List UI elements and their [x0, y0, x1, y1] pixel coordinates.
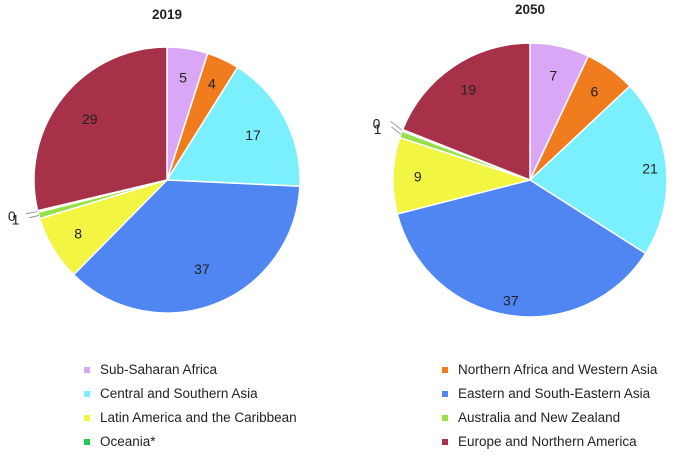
data-label: 37 [503, 292, 519, 308]
chart-title: 2050 [515, 2, 545, 17]
data-label: 29 [82, 111, 98, 127]
legend-label: Northern Africa and Western Asia [458, 362, 658, 377]
pie-slice [165, 66, 301, 188]
leader-line [390, 121, 403, 131]
legend-right-column: Northern Africa and Western Asia Eastern… [442, 358, 657, 454]
data-label: 21 [642, 161, 658, 177]
pie-slice [401, 42, 531, 182]
legend-swatch [442, 415, 448, 421]
legend-swatch [84, 367, 90, 373]
leader-line [25, 211, 38, 215]
pie-chart-2019: 2019 5 4 17 37 8 10 29 [8, 7, 301, 314]
pie-slice [528, 85, 668, 255]
data-label: 17 [245, 127, 261, 143]
legend-label: Australia and New Zealand [458, 410, 621, 425]
legend-swatch [442, 367, 448, 373]
pie-slice [72, 179, 301, 314]
legend-swatch [442, 439, 448, 445]
data-label: 0 [373, 115, 381, 131]
legend-item-oceania: Oceania* [84, 430, 297, 454]
legend-label: Europe and Northern America [458, 434, 637, 449]
legend-item-northern-africa-western-asia: Northern Africa and Western Asia [442, 358, 657, 382]
legend-item-sub-saharan-africa: Sub-Saharan Africa [84, 358, 297, 382]
legend-label: Oceania* [100, 434, 156, 449]
legend-swatch [84, 415, 90, 421]
legend-label: Sub-Saharan Africa [100, 362, 218, 377]
data-label: 8 [74, 226, 82, 242]
leader-line [29, 215, 39, 219]
legend-item-latin-america-caribbean: Latin America and the Caribbean [84, 406, 297, 430]
pie-slice [33, 46, 168, 212]
chart-title: 2019 [152, 7, 182, 22]
data-label: 0 [8, 208, 16, 224]
legend-item-eastern-south-eastern-asia: Eastern and South-Eastern Asia [442, 382, 657, 406]
legend-swatch [84, 439, 90, 445]
data-label: 1 [374, 121, 382, 137]
legend-left-column: Sub-Saharan Africa Central and Southern … [84, 358, 297, 454]
legend-label: Latin America and the Caribbean [100, 410, 297, 425]
data-label: 37 [194, 261, 210, 277]
data-label: 4 [208, 76, 216, 92]
legend-item-central-southern-asia: Central and Southern Asia [84, 382, 297, 406]
data-label: 19 [461, 81, 477, 97]
legend-label: Central and Southern Asia [100, 386, 258, 401]
legend-item-australia-new-zealand: Australia and New Zealand [442, 406, 657, 430]
legend-label: Eastern and South-Eastern Asia [458, 386, 651, 401]
legend-item-europe-northern-america: Europe and Northern America [442, 430, 657, 454]
data-label: 9 [414, 168, 422, 184]
pie-chart-2050: 2050 7 6 21 37 9 10 19 [373, 2, 668, 318]
legend-swatch [84, 391, 90, 397]
legend-swatch [442, 391, 448, 397]
data-label: 6 [591, 83, 599, 99]
leader-line [391, 126, 402, 135]
data-label: 1 [12, 212, 20, 228]
pie-slice [396, 179, 647, 318]
data-label: 7 [549, 68, 557, 84]
data-label: 5 [179, 70, 187, 86]
